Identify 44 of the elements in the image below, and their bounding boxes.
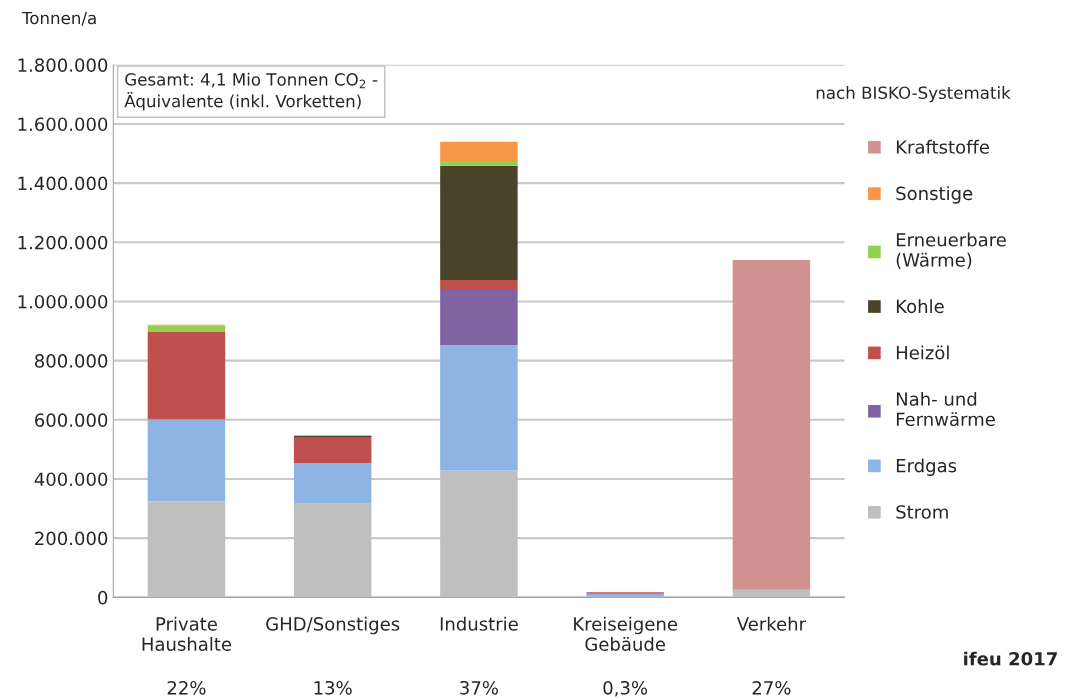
legend-label: Sonstige (896, 186, 973, 204)
legend-label: Kraftstoffe (896, 139, 989, 154)
legend-label: Erdgas (896, 458, 957, 476)
y-tick-label: 800.000 (35, 354, 108, 368)
bar (440, 289, 518, 345)
x-tick-label: Kreiseigene Gebäude (574, 616, 678, 651)
y-tick-label: 600.000 (35, 413, 108, 427)
legend-label: Nah- und Fernwärme (896, 391, 995, 427)
y-tick-label: 400.000 (34, 472, 108, 487)
y-tick-label: 1.200.000 (18, 235, 108, 250)
bar (147, 419, 226, 502)
text: 37% (460, 680, 498, 695)
bar (147, 325, 226, 332)
bar (440, 160, 518, 166)
bar (293, 436, 372, 464)
bar (440, 165, 518, 280)
y-tick-label: 1.400.000 (18, 176, 108, 191)
legend-label: Kohle (896, 299, 944, 314)
y-tick-label: 1.000.000 (18, 294, 108, 309)
annotation: nach BISKO-Systematik (816, 86, 1011, 103)
bar (440, 344, 518, 471)
bar (147, 331, 226, 420)
x-tick-label: Verkehr (736, 616, 807, 631)
text: ifeu 2017 (964, 651, 1057, 666)
text: 0,3% (603, 680, 648, 697)
bar (293, 463, 372, 503)
y-tick-label: 200.000 (35, 531, 108, 546)
bar (440, 141, 518, 161)
x-tick-label: GHD/Sonstiges (266, 616, 400, 635)
text: 27% (752, 680, 791, 695)
legend-label: Erneuerbare (Wärme) (896, 232, 1006, 269)
x-tick-label: Private Haushalte (142, 616, 232, 651)
y-tick-label: 1.600.000 (18, 117, 108, 132)
text: 22% (167, 680, 206, 695)
x-tick-label: Industrie (440, 616, 518, 631)
text: 13% (314, 680, 352, 695)
y-axis-title: Tonnen/a (21, 11, 96, 26)
legend-label: Heizöl (896, 345, 949, 360)
bar (440, 279, 518, 290)
bar (732, 260, 811, 590)
annotation: Gesamt: 4,1 Mio Tonnen CO$_{2}$ - Äquivalente (inkl. Vorketten) (124, 72, 378, 111)
y-tick-label: 1.800.000 (18, 58, 108, 72)
y-tick-label: 0 (98, 590, 108, 605)
legend-label: Strom (896, 505, 948, 519)
